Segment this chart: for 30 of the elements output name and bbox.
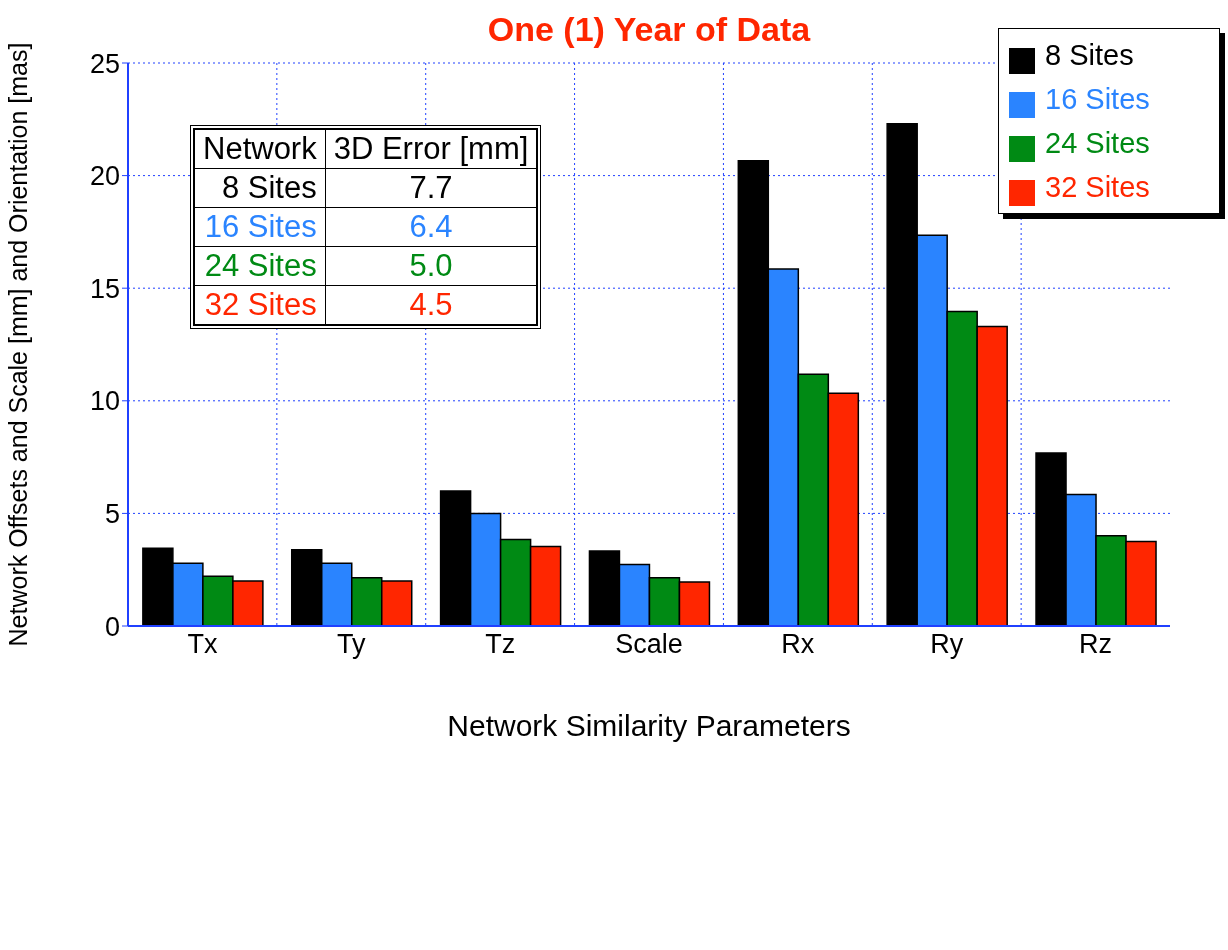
annotation: Network: [194, 129, 326, 169]
x-tick-label: Rx: [781, 629, 815, 660]
annotation: 5.0: [325, 246, 537, 286]
y-tick-label: 15: [89, 273, 120, 304]
y-tick-label: 25: [89, 48, 120, 79]
y-axis-title: Network Offsets and Scale [mm] and Orientation [mas]: [3, 42, 32, 647]
y-tick-label: 10: [89, 386, 120, 417]
annotation: 16 Sites: [194, 207, 326, 247]
y-tick-label: 0: [104, 611, 120, 642]
legend-label: 32 Sites: [1045, 171, 1150, 203]
legend-label: 8 Sites: [1045, 39, 1134, 71]
annotation: 32 Sites: [194, 285, 326, 325]
annotation: 3D Error [mm]: [325, 129, 537, 169]
legend-label: 16 Sites: [1045, 83, 1150, 115]
x-tick-label: Tx: [187, 629, 218, 660]
legend-label: 24 Sites: [1045, 127, 1150, 159]
x-tick-label: Ry: [930, 629, 964, 660]
annotation: 7.7: [325, 168, 537, 208]
annotation: 8 Sites: [194, 168, 326, 208]
annotation: 6.4: [325, 207, 537, 247]
x-tick-label: Ty: [337, 629, 367, 660]
x-axis-title: Network Similarity Parameters: [447, 709, 851, 742]
x-tick-label: Rz: [1079, 629, 1113, 660]
x-tick-label: Scale: [615, 629, 683, 660]
annotation: 24 Sites: [194, 246, 326, 286]
annotation: 4.5: [325, 285, 537, 325]
y-tick-label: 20: [89, 161, 120, 192]
x-tick-label: Tz: [485, 629, 516, 660]
y-tick-label: 5: [104, 498, 120, 529]
chart-title: One (1) Year of Data: [487, 10, 811, 48]
